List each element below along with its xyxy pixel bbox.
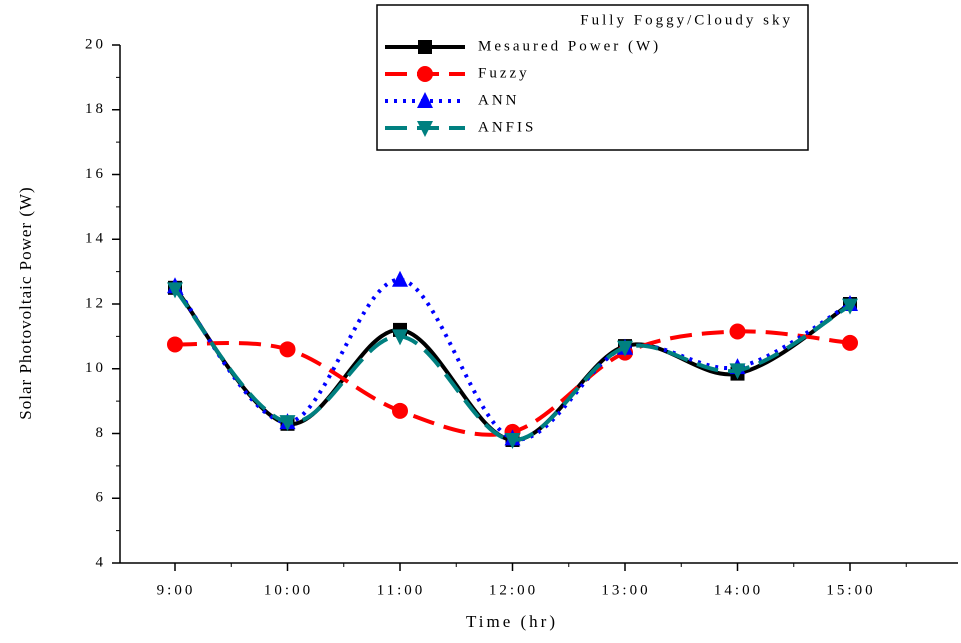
legend-label: ANN bbox=[478, 92, 520, 108]
x-axis-label: Time (hr) bbox=[466, 612, 558, 631]
y-tick-label: 20 bbox=[85, 36, 106, 52]
legend-label: Fuzzy bbox=[478, 65, 530, 81]
marker bbox=[392, 329, 408, 346]
x-tick-label: 11:00 bbox=[377, 582, 426, 598]
y-tick-label: 14 bbox=[85, 231, 106, 247]
x-tick-label: 14:00 bbox=[714, 582, 763, 598]
x-tick-label: 15:00 bbox=[826, 582, 875, 598]
marker bbox=[279, 341, 296, 358]
series-line bbox=[173, 288, 852, 442]
marker bbox=[392, 270, 408, 287]
marker bbox=[417, 92, 433, 108]
marker bbox=[279, 415, 296, 432]
marker bbox=[842, 334, 858, 351]
x-tick-label: 12:00 bbox=[489, 582, 538, 598]
legend-title: Fully Foggy/Cloudy sky bbox=[580, 12, 793, 28]
y-tick-label: 18 bbox=[85, 101, 106, 117]
y-tick-label: 16 bbox=[85, 166, 106, 182]
marker bbox=[842, 298, 858, 315]
marker bbox=[729, 363, 746, 380]
y-tick-label: 4 bbox=[96, 554, 107, 570]
marker bbox=[167, 336, 183, 353]
marker bbox=[617, 340, 633, 357]
x-tick-label: 10:00 bbox=[264, 582, 313, 598]
marker bbox=[729, 323, 746, 340]
legend-label: ANFIS bbox=[478, 119, 536, 135]
y-tick-label: 10 bbox=[85, 360, 106, 376]
legend-box bbox=[376, 4, 809, 151]
y-axis-label: Solar Photovoltaic Power (W) bbox=[16, 186, 35, 419]
y-tick-label: 12 bbox=[85, 295, 106, 311]
legend-label: Mesaured Power (W) bbox=[478, 38, 661, 54]
marker bbox=[417, 121, 433, 137]
y-tick-label: 8 bbox=[96, 425, 107, 441]
x-tick-label: 13:00 bbox=[601, 582, 650, 598]
marker bbox=[504, 432, 521, 449]
marker bbox=[417, 66, 433, 82]
x-tick-label: 9:00 bbox=[157, 582, 196, 598]
marker bbox=[418, 40, 432, 54]
marker bbox=[392, 402, 408, 419]
marker bbox=[167, 282, 183, 299]
y-tick-label: 6 bbox=[96, 490, 107, 506]
